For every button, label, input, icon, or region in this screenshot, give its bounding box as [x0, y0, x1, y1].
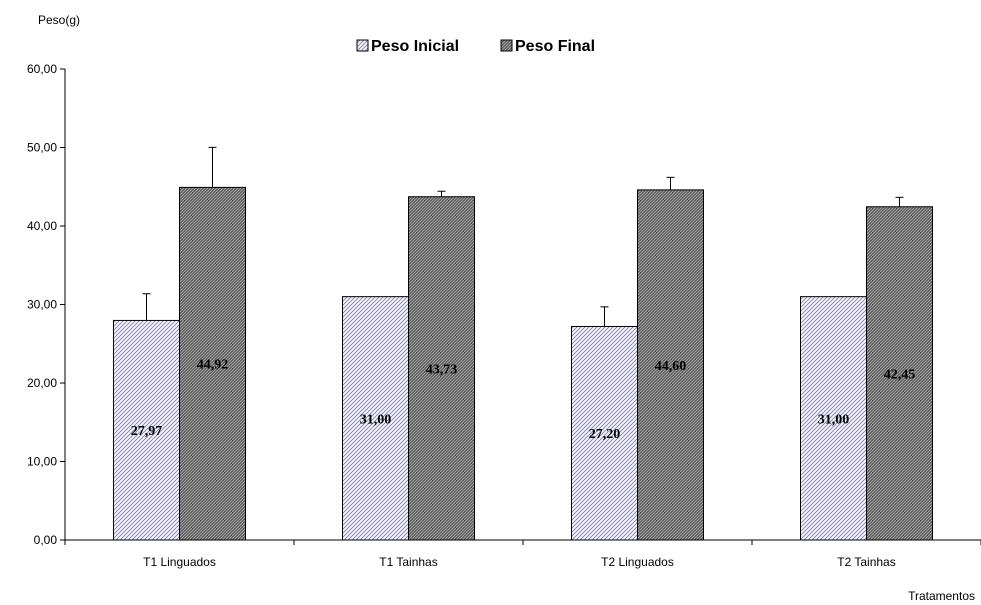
- bar-peso-final: [637, 189, 704, 541]
- y-tick-label: 50,00: [27, 141, 57, 155]
- bar-peso-inicial: [800, 296, 867, 541]
- y-axis-title: Peso(g): [38, 13, 80, 27]
- y-tick-label: 40,00: [27, 219, 57, 233]
- y-tick-label: 20,00: [27, 376, 57, 390]
- legend: Peso Inicial Peso Final: [356, 38, 595, 55]
- bar-peso-inicial: [342, 296, 409, 541]
- bar-peso-final: [408, 196, 475, 541]
- x-tick-label: T1 Tainhas: [379, 555, 437, 569]
- data-label: 31,00: [360, 412, 392, 427]
- data-label: 44,60: [655, 359, 687, 374]
- legend-swatch-peso-final: [500, 39, 513, 52]
- bar-peso-inicial: [113, 319, 180, 541]
- data-label: 43,73: [426, 362, 458, 377]
- y-tick-label: 10,00: [27, 455, 57, 469]
- y-tick-label: 30,00: [27, 298, 57, 312]
- x-axis-title: Tratamentos: [908, 589, 975, 603]
- data-label: 27,97: [131, 424, 163, 439]
- legend-swatch-peso-inicial: [356, 39, 369, 52]
- data-label: 27,20: [589, 427, 621, 442]
- x-tick-label: T2 Tainhas: [837, 555, 895, 569]
- data-labels-group: 27,97 44,92 31,00 43,73 27,20 44,60 31,00 42,45: [131, 358, 916, 443]
- bar-peso-inicial: [571, 325, 638, 541]
- bars-group: [113, 146, 933, 541]
- legend-label-peso-inicial: Peso Inicial: [371, 38, 459, 55]
- x-tick-label: T2 Linguados: [601, 555, 674, 569]
- bar-peso-final: [179, 186, 246, 541]
- data-label: 44,92: [197, 358, 229, 373]
- x-tick-label: T1 Linguados: [143, 555, 216, 569]
- y-tick-label: 60,00: [27, 62, 57, 76]
- bar-peso-final: [866, 206, 933, 541]
- data-label: 31,00: [818, 412, 850, 427]
- legend-label-peso-final: Peso Final: [515, 38, 595, 55]
- y-tick-label: 0,00: [34, 533, 58, 547]
- data-label: 42,45: [884, 367, 916, 382]
